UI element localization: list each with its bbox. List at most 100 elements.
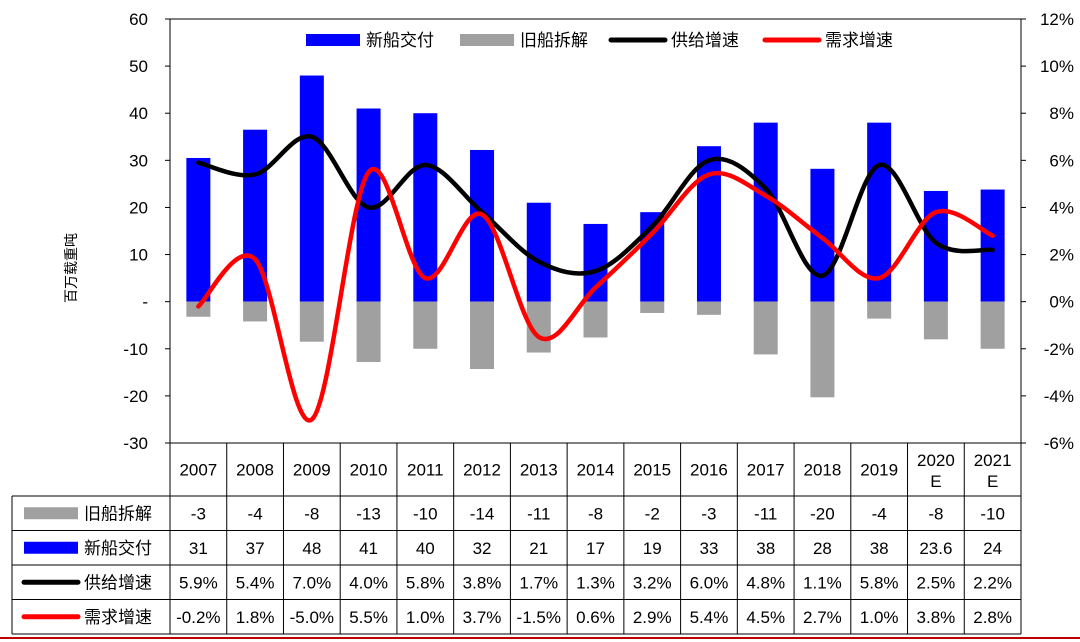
table-cell: 21: [529, 539, 548, 558]
table-cell: 33: [700, 539, 719, 558]
bar: [867, 301, 892, 319]
table-row-swatch: [24, 507, 78, 520]
table-cell: 23.6: [919, 539, 952, 558]
table-cell: 17: [586, 539, 605, 558]
table-cell: 5.4%: [690, 608, 729, 627]
bar: [583, 301, 608, 338]
table-cell: -1.5%: [517, 608, 561, 627]
table-cell: 38: [870, 539, 889, 558]
category-label: 2007: [179, 461, 217, 480]
bar: [299, 301, 324, 342]
table-row-header: 旧船拆解: [84, 504, 152, 524]
table-cell: 32: [473, 539, 492, 558]
legend-label: 旧船拆解: [520, 31, 588, 51]
table-cell: -0.2%: [176, 608, 220, 627]
table-cell: -2: [645, 504, 660, 523]
bar: [696, 146, 721, 302]
table-row-swatch: [24, 541, 78, 554]
table-row-header: 需求增速: [84, 608, 152, 628]
y-tick-label: 50: [129, 57, 148, 76]
category-label: 2008: [236, 461, 274, 480]
bar: [696, 301, 721, 315]
table-cell: -4: [872, 504, 887, 523]
category-label: 2014: [577, 461, 615, 480]
bar: [186, 157, 211, 302]
table-cell: 2.2%: [973, 573, 1012, 592]
table-cell: 19: [643, 539, 662, 558]
table-cell: 5.8%: [406, 573, 445, 592]
category-label: 2012: [463, 461, 501, 480]
table-cell: 41: [359, 539, 378, 558]
table-cell: 38: [756, 539, 775, 558]
bar: [980, 301, 1005, 349]
category-label: 2009: [293, 461, 331, 480]
category-label: 2019: [860, 461, 898, 480]
table-cell: 4.5%: [746, 608, 785, 627]
table-cell: -4: [248, 504, 263, 523]
table-cell: 2.9%: [633, 608, 672, 627]
bar: [356, 301, 381, 362]
category-label-part: E: [987, 472, 998, 491]
table-cell: 3.8%: [463, 573, 502, 592]
table-cell: -20: [810, 504, 835, 523]
y2-tick-label: 6%: [1049, 151, 1074, 170]
table-cell: -13: [356, 504, 381, 523]
y-tick-label: 40: [129, 104, 148, 123]
bar: [186, 301, 211, 317]
bar: [810, 168, 835, 302]
table-cell: -10: [413, 504, 438, 523]
bar: [526, 202, 551, 302]
bar: [243, 301, 268, 322]
table-cell: 2.8%: [973, 608, 1012, 627]
line-series-group: [196, 134, 995, 423]
y-axis-label: 百万载重吨: [64, 233, 80, 303]
bar: [640, 301, 665, 313]
table-cell: 5.4%: [236, 573, 275, 592]
y2-tick-label: 0%: [1049, 293, 1074, 312]
bar: [753, 301, 778, 355]
table-cell: 5.5%: [349, 608, 388, 627]
table-cell: -11: [527, 504, 550, 523]
legend-label: 供给增速: [671, 31, 739, 51]
bar: [923, 301, 948, 340]
category-label: 2021 E: [974, 451, 1012, 491]
table-cell: 2.7%: [803, 608, 842, 627]
table-cell: 2.5%: [917, 573, 956, 592]
table-cell: 24: [983, 539, 1002, 558]
table-cell: 1.7%: [519, 573, 558, 592]
table-cell: 3.2%: [633, 573, 672, 592]
table-cell: 1.1%: [803, 573, 842, 592]
category-label: 2011: [407, 461, 444, 480]
table-cell: 3.8%: [917, 608, 956, 627]
table-cell: 7.0%: [292, 573, 331, 592]
table-cell: 3.7%: [463, 608, 502, 627]
table-cell: 48: [302, 539, 321, 558]
y-tick-label: 30: [129, 151, 148, 170]
table-cell: -10: [980, 504, 1005, 523]
table-row-header: 供给增速: [84, 573, 152, 593]
bar-series-group: [186, 75, 1005, 398]
table-cell: 6.0%: [690, 573, 729, 592]
table-cell: -11: [754, 504, 777, 523]
line-series-supply: [196, 134, 995, 279]
y2-tick-label: 12%: [1040, 10, 1074, 29]
table-cell: 1.3%: [576, 573, 615, 592]
category-label: 2018: [804, 461, 842, 480]
table-cell: 40: [416, 539, 435, 558]
y2-tick-label: 4%: [1049, 198, 1074, 217]
y-tick-label: 60: [129, 10, 148, 29]
y2-tick-label: -6%: [1044, 434, 1074, 453]
y2-tick-label: 8%: [1049, 104, 1074, 123]
bar: [810, 301, 835, 398]
table-cell: 1.0%: [406, 608, 445, 627]
table-cell: -14: [470, 504, 495, 523]
bar: [753, 122, 778, 302]
table-cell: 0.6%: [576, 608, 615, 627]
table-cell: 28: [813, 539, 832, 558]
legend-label: 新船交付: [366, 31, 434, 51]
category-label-part: 2020: [917, 451, 955, 470]
y-tick-label: -30: [123, 434, 148, 453]
y-tick-label: 20: [129, 198, 148, 217]
category-label: 2017: [747, 461, 785, 480]
